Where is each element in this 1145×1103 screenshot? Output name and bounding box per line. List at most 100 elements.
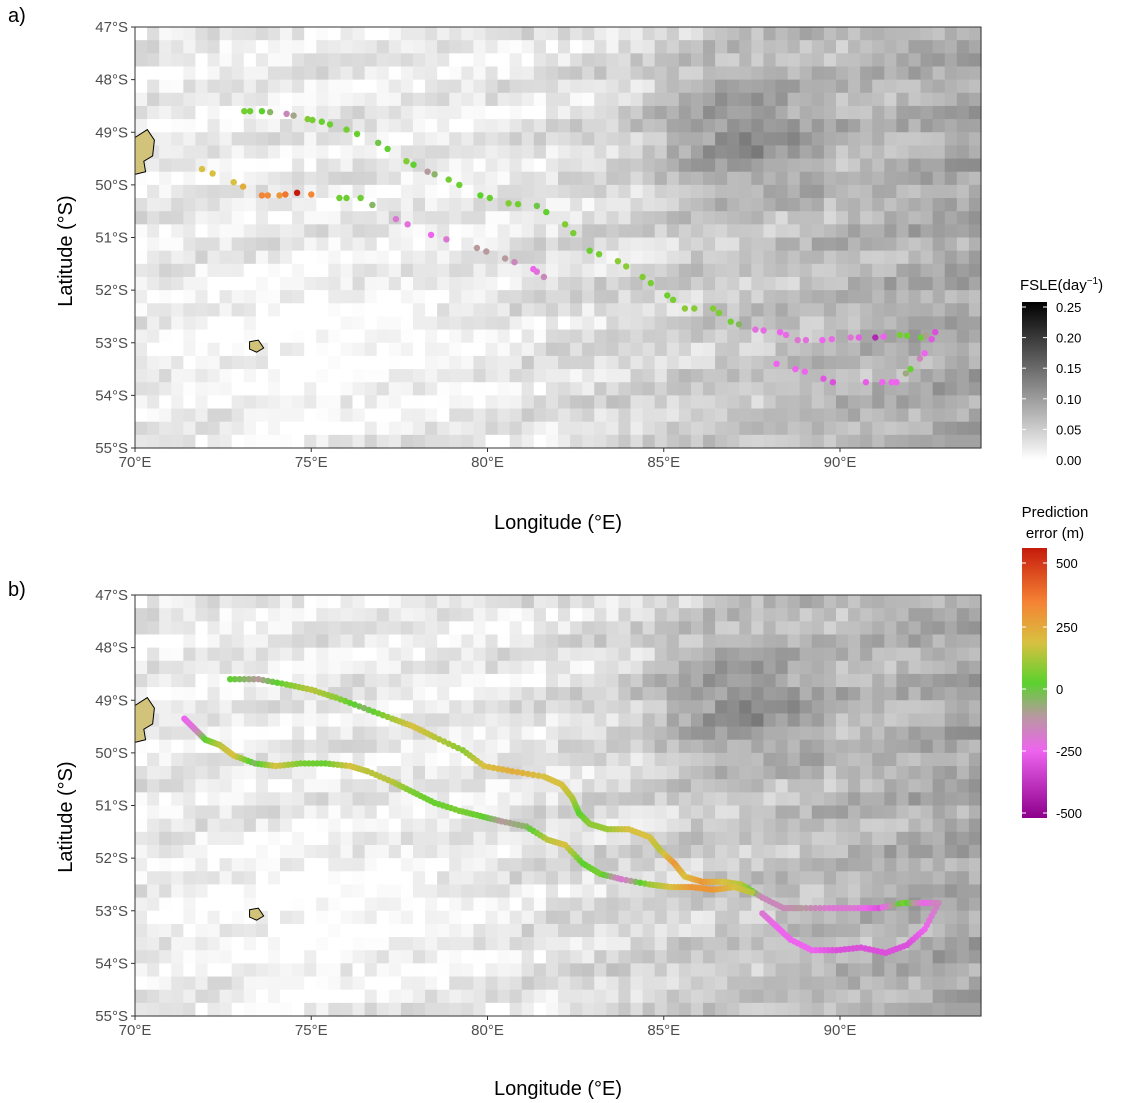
fsle-cell [848, 382, 861, 396]
fsle-cell [908, 726, 922, 741]
fsle-cell [920, 369, 934, 383]
fsle-cell [364, 818, 378, 833]
fsle-cell [606, 726, 620, 741]
fsle-cell [147, 937, 160, 951]
fsle-cell [920, 1002, 934, 1017]
fsle-cell [932, 871, 946, 886]
fsle-cell [171, 237, 184, 252]
fsle-cell [932, 595, 946, 609]
fsle-cell [364, 976, 378, 991]
fsle-cell [678, 910, 692, 925]
fsle-cell [219, 871, 233, 886]
fsle-cell [799, 726, 813, 741]
fsle-cell [908, 66, 922, 81]
fsle-cell [703, 937, 716, 951]
fsle-cell [582, 408, 595, 423]
fsle-cell [207, 621, 221, 636]
fsle-cell [533, 158, 547, 173]
fsle-cell [932, 40, 946, 54]
fsle-cell [690, 673, 704, 688]
fsle-cell [642, 647, 656, 662]
fsle-cell [219, 779, 233, 793]
fsle-cell [159, 608, 172, 622]
fsle-cell [461, 395, 474, 410]
fsle-cell [461, 355, 474, 370]
fsle-cell [775, 766, 789, 780]
fsle-cell [594, 316, 607, 331]
fsle-cell [267, 53, 281, 68]
fsle-cell [171, 818, 184, 833]
fsle-cell [449, 105, 462, 120]
fsle-cell [787, 105, 801, 120]
fsle-cell [147, 766, 160, 780]
fsle-cell [267, 950, 281, 964]
fsle-cell [412, 805, 426, 820]
fsle-cell [159, 290, 172, 304]
fsle-cell [715, 608, 728, 622]
fsle-cell [437, 276, 450, 291]
fsle-cell [364, 897, 378, 912]
fsle-cell [400, 119, 414, 133]
fsle-cell [509, 421, 523, 436]
fsle-cell [195, 250, 209, 265]
fsle-cell [739, 421, 752, 436]
fsle-cell [835, 237, 849, 252]
fsle-cell [618, 198, 632, 212]
fsle-cell [848, 132, 861, 147]
fsle-cell [570, 937, 583, 951]
fsle-cell [582, 923, 595, 938]
fsle-cell [956, 224, 970, 239]
fsle-cell [618, 752, 632, 767]
fsle-cell [703, 316, 716, 331]
fsle-cell [425, 237, 438, 252]
fsle-cell [159, 923, 172, 938]
track-point [403, 158, 410, 165]
fsle-cell [195, 355, 209, 370]
fsle-cell [280, 923, 293, 938]
fsle-cell [485, 92, 499, 107]
fsle-cell [763, 871, 777, 886]
fsle-cell [739, 976, 752, 991]
fsle-cell [835, 408, 849, 423]
fsle-cell [884, 316, 897, 331]
fsle-cell [207, 224, 221, 239]
fsle-cell [835, 844, 849, 859]
fsle-cell [630, 739, 644, 754]
fsle-cell [243, 976, 257, 991]
fsle-cell [630, 66, 644, 81]
fsle-cell [558, 739, 571, 754]
fsle-cell [255, 687, 269, 701]
fsle-cell [292, 634, 305, 649]
fsle-cell [558, 158, 571, 173]
fsle-cell [219, 608, 233, 622]
fsle-cell [267, 976, 281, 991]
fsle-cell [618, 421, 632, 436]
fsle-cell [400, 950, 414, 964]
fsle-cell [558, 421, 571, 436]
fsle-cell [908, 158, 922, 173]
fsle-cell [570, 237, 583, 252]
fsle-cell [968, 700, 982, 715]
fsle-cell [908, 382, 922, 396]
fsle-cell [219, 989, 233, 1004]
fsle-cell [304, 950, 317, 964]
fsle-cell [509, 884, 523, 899]
fsle-cell [582, 608, 595, 622]
fsle-cell [425, 342, 438, 357]
fsle-cell [884, 395, 897, 410]
fsle-cell [473, 963, 487, 978]
fsle-cell [968, 726, 982, 741]
fsle-cell [280, 726, 293, 741]
fsle-cell [352, 687, 366, 701]
fsle-cell [449, 276, 462, 291]
fsle-cell [316, 53, 329, 68]
fsle-cell [352, 673, 366, 688]
fsle-cell [715, 726, 728, 741]
fsle-cell [473, 171, 487, 186]
fsle-cell [920, 647, 934, 662]
fsle-cell [811, 858, 825, 872]
fsle-cell [340, 105, 354, 120]
fsle-cell [364, 40, 378, 54]
fsle-cell [763, 250, 777, 265]
fsle-cell [606, 316, 620, 331]
